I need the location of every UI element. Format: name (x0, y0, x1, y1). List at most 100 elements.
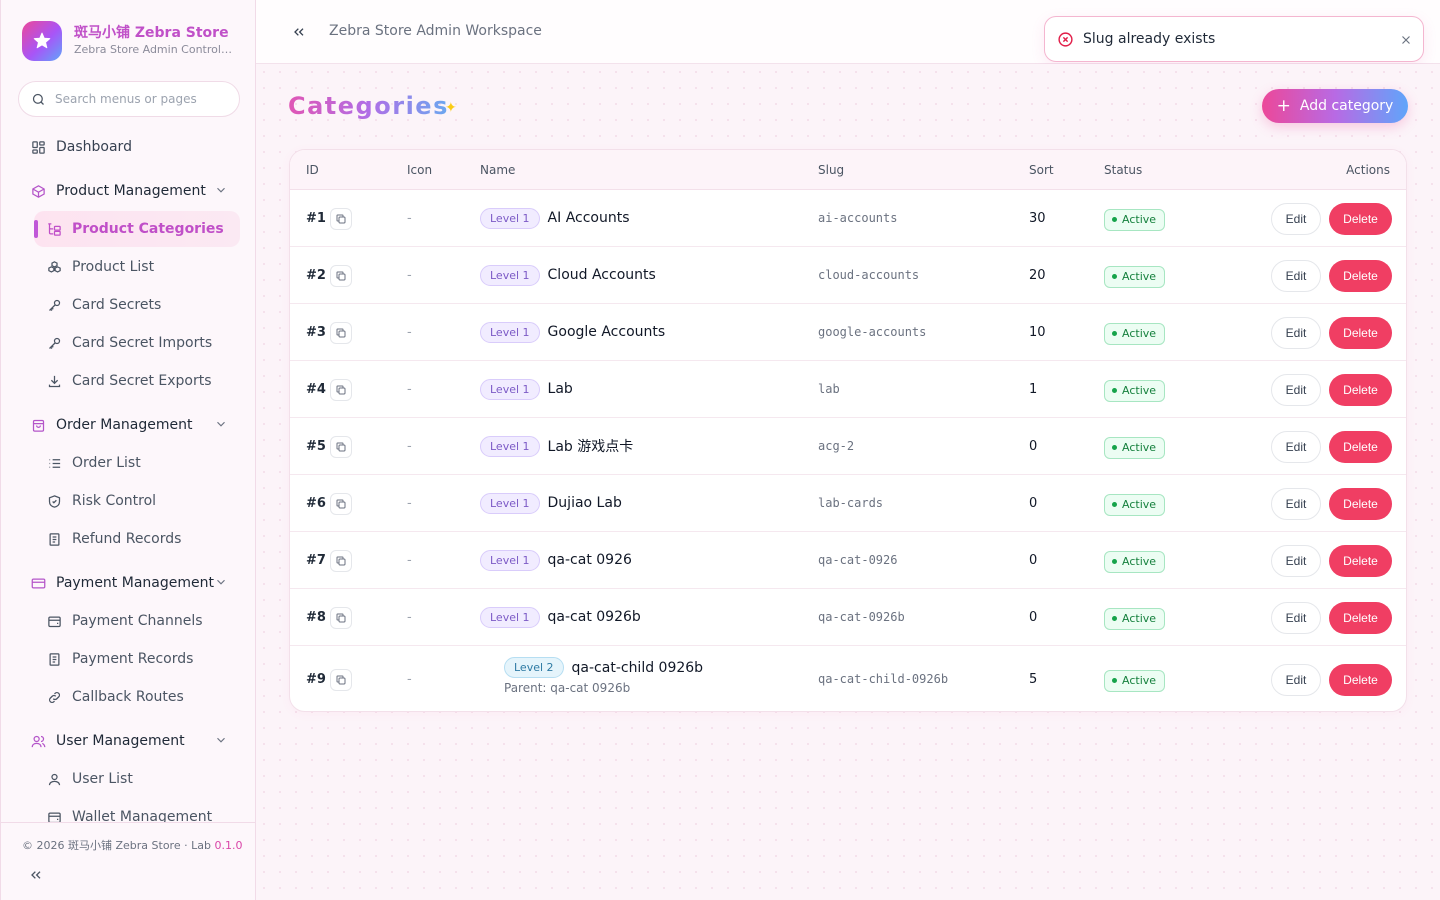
copy-icon[interactable] (330, 207, 352, 230)
column-header-actions: Actions (1346, 163, 1390, 177)
edit-button[interactable]: Edit (1271, 430, 1321, 463)
add-category-button[interactable]: + Add category (1262, 89, 1408, 123)
copy-icon[interactable] (330, 264, 352, 287)
search-input[interactable] (55, 92, 225, 106)
collapse-sidebar-icon[interactable] (291, 24, 307, 44)
delete-button[interactable]: Delete (1329, 202, 1392, 235)
sidebar: 斑马小铺 Zebra Store Zebra Store Admin Contr… (0, 0, 256, 900)
edit-button[interactable]: Edit (1271, 259, 1321, 292)
status-text: Active (1122, 498, 1157, 511)
sidebar-group-user-management[interactable]: User Management (30, 723, 230, 759)
category-slug: qa-cat-0926b (818, 609, 905, 624)
sidebar-item-card-secret-exports[interactable]: Card Secret Exports (46, 363, 212, 399)
category-sort: 30 (1029, 210, 1046, 226)
status-dot (1112, 274, 1117, 279)
sidebar-item-refund-records[interactable]: Refund Records (46, 521, 181, 557)
copy-icon[interactable] (330, 549, 352, 572)
edit-button[interactable]: Edit (1271, 487, 1321, 520)
wallet-icon (46, 613, 62, 629)
users-icon (30, 733, 46, 749)
copy-icon[interactable] (330, 668, 352, 691)
status-text: Active (1122, 270, 1157, 283)
delete-button[interactable]: Delete (1329, 259, 1392, 292)
sidebar-group-order-management[interactable]: Order Management (30, 407, 230, 443)
edit-button[interactable]: Edit (1271, 202, 1321, 235)
status-text: Active (1122, 674, 1157, 687)
page-title: Categories (288, 92, 449, 120)
copy-icon[interactable] (330, 321, 352, 344)
level-badge: Level 1 (480, 549, 540, 571)
copy-icon[interactable] (330, 378, 352, 401)
search-box[interactable] (18, 81, 240, 117)
collapse-sidebar-icon[interactable] (28, 867, 44, 883)
column-header-icon[interactable]: Icon (407, 163, 433, 177)
edit-button[interactable]: Edit (1271, 601, 1321, 634)
status-text: Active (1122, 327, 1157, 340)
delete-button[interactable]: Delete (1329, 663, 1392, 696)
column-header-slug[interactable]: Slug (818, 163, 845, 177)
sidebar-item-label: Refund Records (72, 531, 182, 547)
sidebar-item-label: Product List (72, 259, 155, 275)
sidebar-item-label: Card Secret Exports (72, 373, 212, 389)
status-text: Active (1122, 555, 1157, 568)
edit-button[interactable]: Edit (1271, 544, 1321, 577)
sidebar-group-payment-management[interactable]: Payment Management (30, 565, 230, 601)
status-dot (1112, 616, 1117, 621)
sidebar-group-label: Product Management (56, 183, 206, 199)
parent-label: Parent: qa-cat 0926b (504, 681, 631, 695)
close-icon[interactable] (1399, 32, 1413, 51)
category-id: #8 (306, 609, 326, 625)
sidebar-item-payment-records[interactable]: Payment Records (46, 641, 193, 677)
category-name-cell: Level 1 Lab (480, 378, 573, 400)
level-badge: Level 1 (480, 321, 540, 343)
sidebar-footer: © 2026 斑马小铺 Zebra Store · Lab 0.1.0 (1, 822, 256, 900)
sidebar-item-order-list[interactable]: Order List (46, 445, 141, 481)
delete-button[interactable]: Delete (1329, 601, 1392, 634)
status-badge: Active (1104, 379, 1166, 402)
edit-button[interactable]: Edit (1271, 373, 1321, 406)
active-item-indicator (34, 220, 38, 238)
brand[interactable]: 斑马小铺 Zebra Store Zebra Store Admin Contr… (22, 21, 234, 61)
column-header-status[interactable]: Status (1104, 163, 1143, 177)
column-header-id[interactable]: ID (306, 163, 319, 177)
delete-button[interactable]: Delete (1329, 430, 1392, 463)
category-name: Dujiao Lab (547, 495, 622, 511)
category-id: #2 (306, 267, 326, 283)
delete-button[interactable]: Delete (1329, 316, 1392, 349)
copy-icon[interactable] (330, 435, 352, 458)
sidebar-item-risk-control[interactable]: Risk Control (46, 483, 156, 519)
brand-title: 斑马小铺 Zebra Store (74, 25, 229, 41)
copy-icon[interactable] (330, 492, 352, 515)
column-header-sort[interactable]: Sort (1029, 163, 1054, 177)
category-icon: - (407, 609, 412, 625)
sidebar-item-label: Risk Control (72, 493, 157, 509)
sidebar-group-product-management[interactable]: Product Management (30, 173, 230, 209)
delete-button[interactable]: Delete (1329, 487, 1392, 520)
sidebar-item-label: Payment Records (72, 651, 194, 667)
sidebar-item-label: Payment Channels (72, 613, 203, 629)
sidebar-item-product-categories[interactable]: Product Categories (46, 211, 224, 247)
copy-icon[interactable] (330, 606, 352, 629)
category-sort: 20 (1029, 267, 1046, 283)
delete-button[interactable]: Delete (1329, 373, 1392, 406)
edit-button[interactable]: Edit (1271, 316, 1321, 349)
sidebar-item-payment-channels[interactable]: Payment Channels (46, 603, 203, 639)
active-item-highlight (34, 211, 240, 247)
column-header-name[interactable]: Name (480, 163, 516, 177)
sidebar-item-wallet-management[interactable]: Wallet Management (46, 799, 212, 823)
key-icon (46, 335, 62, 351)
sidebar-item-dashboard[interactable]: Dashboard (30, 129, 132, 165)
category-id: #3 (306, 324, 326, 340)
sidebar-item-card-secret-imports[interactable]: Card Secret Imports (46, 325, 212, 361)
delete-button[interactable]: Delete (1329, 544, 1392, 577)
chevron-down-icon (214, 733, 228, 751)
sidebar-item-user-list[interactable]: User List (46, 761, 133, 797)
category-name-cell: Level 2 qa-cat-child 0926b Parent: qa-cat … (504, 657, 703, 695)
category-name-cell: Level 1 qa-cat 0926b (480, 606, 641, 628)
sidebar-item-product-list[interactable]: Product List (46, 249, 154, 285)
category-sort: 1 (1029, 381, 1038, 397)
edit-button[interactable]: Edit (1271, 663, 1321, 696)
sidebar-item-card-secrets[interactable]: Card Secrets (46, 287, 161, 323)
status-dot (1112, 217, 1117, 222)
sidebar-item-callback-routes[interactable]: Callback Routes (46, 679, 184, 715)
